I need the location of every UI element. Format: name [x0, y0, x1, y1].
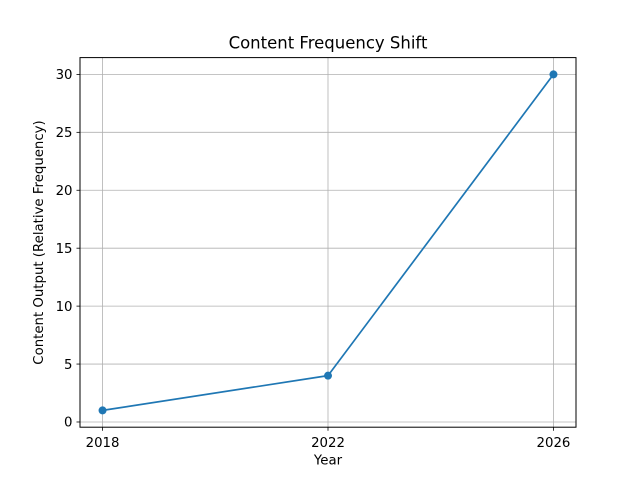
grid	[80, 57, 576, 428]
data-point-2026	[549, 70, 558, 79]
y-axis-ticks: 0 5 10 15 20 25 30	[56, 68, 80, 431]
y-tick-label-15: 15	[56, 242, 73, 257]
data-point-2022	[324, 371, 332, 380]
data-point-2018	[98, 406, 107, 415]
y-tick-label-0: 0	[64, 416, 72, 431]
x-tick-label-2026: 2026	[537, 436, 571, 451]
x-axis-ticks: 2018 2022 2026	[86, 427, 571, 451]
y-tick-label-5: 5	[64, 358, 72, 373]
x-tick-label-2018: 2018	[86, 436, 120, 451]
data-series	[98, 70, 558, 415]
y-axis-label: Content Output (Relative Frequency)	[32, 120, 47, 364]
chart-title: Content Frequency Shift	[229, 34, 428, 53]
y-tick-label-10: 10	[56, 300, 73, 315]
x-axis-label: Year	[313, 454, 343, 469]
y-tick-label-30: 30	[56, 68, 73, 83]
y-tick-label-20: 20	[56, 184, 73, 199]
x-tick-label-2022: 2022	[311, 436, 345, 451]
y-tick-label-25: 25	[56, 126, 73, 141]
plot-area: 2018 2022 2026 0 5 10 15 20 25 30	[56, 57, 577, 451]
